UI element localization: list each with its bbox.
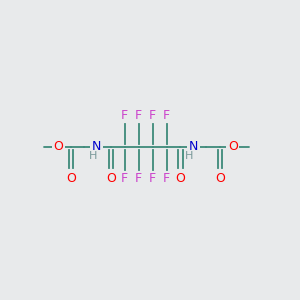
Text: F: F [149,172,156,185]
Text: O: O [176,172,185,184]
Text: F: F [135,172,142,185]
Text: H: H [185,151,193,161]
Text: N: N [92,140,101,153]
Text: F: F [163,172,170,185]
Text: O: O [66,172,76,184]
Text: O: O [53,140,63,153]
Text: O: O [215,172,225,184]
Text: F: F [135,109,142,122]
Text: N: N [189,140,198,153]
Text: O: O [106,172,116,184]
Text: F: F [121,109,128,122]
Text: F: F [149,109,156,122]
Text: H: H [88,151,97,161]
Text: F: F [121,172,128,185]
Text: F: F [163,109,170,122]
Text: O: O [228,140,238,153]
